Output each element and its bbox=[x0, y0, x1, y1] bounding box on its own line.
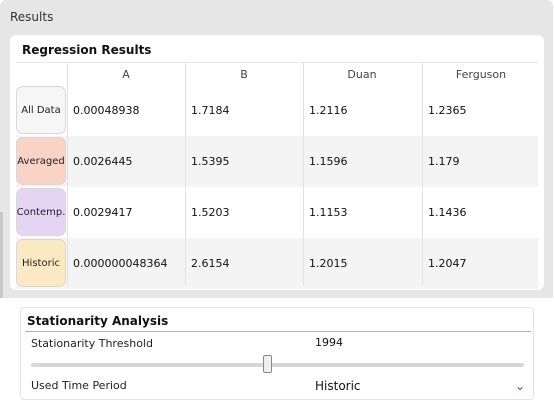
stationarity-card: Stationarity Analysis Stationarity Thres… bbox=[20, 307, 534, 400]
table-row: All Data 0.00048938 1.7184 1.2116 1.2365 bbox=[16, 85, 538, 136]
column-header-a: A bbox=[122, 68, 130, 81]
table-cell: 1.7184 bbox=[191, 104, 230, 117]
table-cell: 1.2047 bbox=[428, 257, 467, 270]
row-label-averaged[interactable]: Averaged bbox=[16, 137, 66, 185]
stationarity-title: Stationarity Analysis bbox=[27, 314, 169, 328]
table-cell: 1.1153 bbox=[309, 206, 348, 219]
table-row: Averaged 0.0026445 1.5395 1.1596 1.179 bbox=[16, 136, 538, 187]
period-select-value: Historic bbox=[315, 379, 361, 393]
threshold-label: Stationarity Threshold bbox=[31, 337, 153, 350]
table-cell: 1.1436 bbox=[428, 206, 467, 219]
table-cell: 1.1596 bbox=[309, 155, 348, 168]
table-cell: 0.0026445 bbox=[73, 155, 133, 168]
period-select[interactable]: Historic ⌄ bbox=[311, 375, 529, 397]
table-cell: 0.000000048364 bbox=[73, 257, 168, 270]
threshold-slider-track[interactable] bbox=[31, 363, 524, 367]
column-divider bbox=[422, 63, 423, 286]
table-cell: 1.2015 bbox=[309, 257, 348, 270]
table-cell: 2.6154 bbox=[191, 257, 230, 270]
column-header-duan: Duan bbox=[347, 68, 377, 81]
results-panel: Results Regression Results A B Duan Ferg… bbox=[0, 0, 553, 298]
regression-divider bbox=[16, 62, 538, 63]
regression-card: Regression Results A B Duan Ferguson All… bbox=[10, 35, 544, 290]
period-label: Used Time Period bbox=[31, 379, 127, 392]
column-header-ferguson: Ferguson bbox=[455, 68, 507, 81]
column-header-b: B bbox=[240, 68, 248, 81]
chevron-down-icon[interactable]: ⌄ bbox=[514, 379, 525, 393]
threshold-slider-thumb[interactable] bbox=[263, 355, 273, 373]
row-label-historic[interactable]: Historic bbox=[16, 239, 66, 287]
table-cell: 1.2365 bbox=[428, 104, 467, 117]
column-divider bbox=[185, 63, 186, 286]
table-cell: 0.0029417 bbox=[73, 206, 133, 219]
column-divider bbox=[303, 63, 304, 286]
table-row: Contemp. 0.0029417 1.5203 1.1153 1.1436 bbox=[16, 187, 538, 238]
table-cell: 1.2116 bbox=[309, 104, 348, 117]
panel-edge bbox=[0, 212, 3, 298]
results-title: Results bbox=[10, 10, 54, 24]
table-cell: 1.5203 bbox=[191, 206, 230, 219]
row-label-all-data[interactable]: All Data bbox=[16, 86, 66, 134]
column-divider bbox=[67, 63, 68, 286]
table-cell: 1.5395 bbox=[191, 155, 230, 168]
row-label-contemp[interactable]: Contemp. bbox=[16, 188, 66, 236]
table-row: Historic 0.000000048364 2.6154 1.2015 1.… bbox=[16, 238, 538, 289]
threshold-value-field[interactable]: 1994 bbox=[315, 336, 343, 349]
regression-title: Regression Results bbox=[22, 43, 152, 57]
stationarity-divider bbox=[25, 331, 531, 332]
table-cell: 1.179 bbox=[428, 155, 460, 168]
table-cell: 0.00048938 bbox=[73, 104, 140, 117]
